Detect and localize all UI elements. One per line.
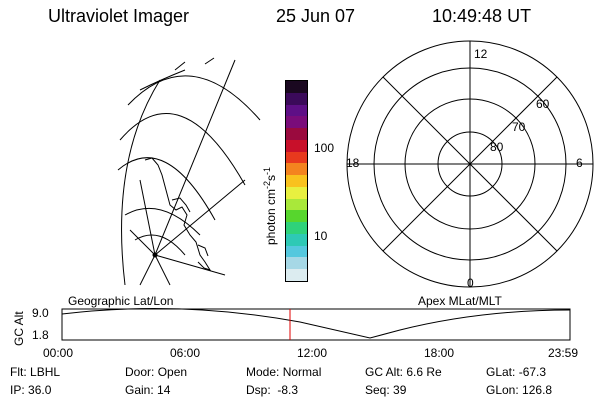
gain-info: Gain: 14: [125, 383, 171, 397]
filter-info: Flt: LBHL: [10, 365, 61, 379]
timeline-ytick-min: 1.8: [32, 328, 49, 342]
ip-info: IP: 36.0: [10, 383, 52, 397]
colorbar-segment: [286, 81, 307, 93]
colorbar-segment: [286, 92, 307, 105]
instrument-title: Ultraviolet Imager: [48, 6, 190, 26]
colorbar-segment: [286, 151, 307, 164]
mlt-label-6: 6: [576, 156, 583, 170]
colorbar-tick-10: 10: [314, 229, 328, 243]
gcalt-info: GC Alt: 6.6 Re: [365, 365, 442, 379]
timeline-xtick-0000: 00:00: [43, 346, 74, 360]
colorbar-segment: [286, 139, 307, 152]
lat-label-60: 60: [536, 97, 550, 111]
lat-label-70: 70: [512, 120, 526, 134]
colorbar-segment: [286, 128, 307, 140]
timeline-xtick-1200: 12:00: [297, 346, 328, 360]
colorbar-segment: [286, 198, 307, 211]
time-label: 10:49:48 UT: [432, 6, 532, 26]
colorbar-segment: [286, 104, 307, 117]
seq-info: Seq: 39: [365, 383, 407, 397]
timeline-xtick-2359: 23:59: [548, 346, 579, 360]
door-info: Door: Open: [125, 365, 188, 379]
apex-panel-title: Apex MLat/MLT: [418, 294, 502, 308]
mode-info: Mode: Normal: [246, 365, 322, 379]
lat-label-80: 80: [490, 140, 504, 154]
colorbar-segment: [286, 257, 307, 270]
dsp-info: Dsp: -8.3: [246, 383, 299, 397]
colorbar-segment: [286, 186, 307, 199]
timeline-xtick-0600: 06:00: [170, 346, 201, 360]
date-label: 25 Jun 07: [276, 6, 356, 26]
mlt-label-12: 12: [474, 47, 488, 61]
mlt-label-18: 18: [346, 156, 360, 170]
colorbar-tick-100: 100: [314, 141, 335, 155]
colorbar-segment: [286, 210, 307, 223]
glat-info: GLat: -67.3: [486, 365, 547, 379]
colorbar-segment: [286, 245, 307, 258]
timeline-axis-label: GC Alt: [12, 311, 26, 346]
mlt-label-0: 0: [467, 276, 474, 290]
glon-info: GLon: 126.8: [486, 383, 553, 397]
timeline-ytick-max: 9.0: [32, 306, 49, 320]
timeline-xtick-1800: 18:00: [424, 346, 455, 360]
colorbar-segment: [286, 269, 307, 282]
colorbar-segment: [286, 175, 307, 187]
colorbar-segment: [286, 163, 307, 176]
colorbar: [285, 80, 308, 282]
colorbar-segment: [286, 116, 307, 129]
colorbar-segment: [286, 233, 307, 246]
colorbar-segment: [286, 222, 307, 234]
geographic-panel-title: Geographic Lat/Lon: [68, 294, 174, 308]
